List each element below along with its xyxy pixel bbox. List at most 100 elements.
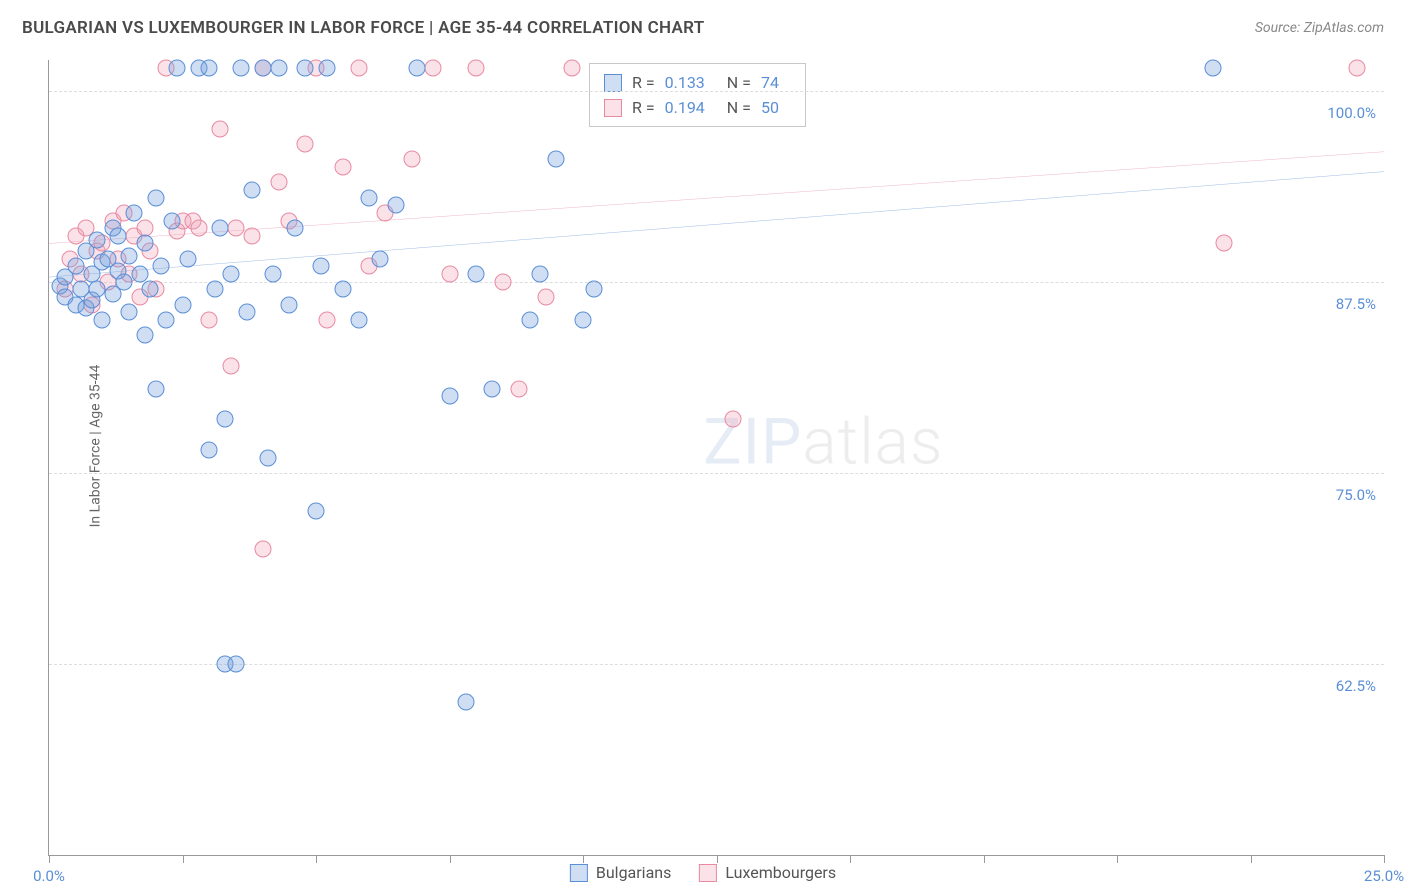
legend-correlation: R = 0.133 N = 74 R = 0.194 N = 50: [589, 63, 806, 127]
data-point-blue: [388, 197, 405, 214]
data-point-pink: [318, 311, 335, 328]
data-point-blue: [313, 258, 330, 275]
data-point-pink: [468, 59, 485, 76]
data-point-blue: [121, 247, 138, 264]
data-point-blue: [163, 212, 180, 229]
data-point-pink: [1349, 59, 1366, 76]
data-point-blue: [217, 411, 234, 428]
data-point-blue: [270, 59, 287, 76]
n-value-blue: 74: [761, 73, 779, 92]
x-tick: [850, 855, 851, 863]
r-value-pink: 0.194: [665, 98, 705, 117]
trend-lines: [49, 60, 1384, 855]
data-point-blue: [259, 449, 276, 466]
data-point-blue: [158, 311, 175, 328]
x-tick: [1384, 855, 1385, 863]
legend-row-pink: R = 0.194 N = 50: [604, 95, 791, 120]
data-point-blue: [281, 296, 298, 313]
data-point-pink: [425, 59, 442, 76]
data-point-blue: [89, 232, 106, 249]
data-point-pink: [211, 120, 228, 137]
data-point-pink: [222, 357, 239, 374]
data-point-blue: [142, 281, 159, 298]
gridline-h: [49, 282, 1384, 283]
data-point-pink: [564, 59, 581, 76]
x-tick: [1251, 855, 1252, 863]
data-point-pink: [297, 136, 314, 153]
r-value-blue: 0.133: [665, 73, 705, 92]
data-point-blue: [318, 59, 335, 76]
data-point-blue: [441, 388, 458, 405]
watermark-zip: ZIP: [703, 404, 802, 479]
legend-series: Bulgarians Luxembourgers: [570, 863, 836, 882]
data-point-blue: [206, 281, 223, 298]
legend-label-luxembourgers: Luxembourgers: [725, 863, 836, 882]
data-point-blue: [308, 503, 325, 520]
data-point-blue: [153, 258, 170, 275]
data-point-blue: [265, 266, 282, 283]
chart-header: BULGARIAN VS LUXEMBOURGER IN LABOR FORCE…: [0, 0, 1406, 50]
data-point-blue: [1205, 59, 1222, 76]
gridline-h: [49, 473, 1384, 474]
data-point-pink: [494, 273, 511, 290]
data-point-blue: [233, 59, 250, 76]
x-tick: [1117, 855, 1118, 863]
data-point-blue: [201, 59, 218, 76]
data-point-blue: [238, 304, 255, 321]
y-tick-label: 87.5%: [1336, 295, 1376, 313]
x-tick: [316, 855, 317, 863]
chart-title: BULGARIAN VS LUXEMBOURGER IN LABOR FORCE…: [22, 18, 705, 38]
data-point-blue: [548, 151, 565, 168]
x-tick-label: 25.0%: [1364, 867, 1404, 885]
y-tick-label: 62.5%: [1336, 677, 1376, 695]
data-point-pink: [190, 220, 207, 237]
legend-swatch-pink: [604, 99, 622, 117]
x-tick-label: 0.0%: [33, 867, 65, 885]
data-point-blue: [286, 220, 303, 237]
data-point-pink: [441, 266, 458, 283]
data-point-blue: [254, 59, 271, 76]
chart-frame: ZIPatlas R = 0.133 N = 74 R = 0.194 N = …: [48, 60, 1384, 856]
data-point-blue: [468, 266, 485, 283]
data-point-blue: [457, 694, 474, 711]
data-point-blue: [126, 204, 143, 221]
data-point-blue: [521, 311, 538, 328]
r-label: R =: [632, 98, 655, 117]
data-point-blue: [372, 250, 389, 267]
y-tick-label: 100.0%: [1327, 104, 1376, 122]
r-label: R =: [632, 73, 655, 92]
x-tick: [49, 855, 50, 863]
data-point-pink: [350, 59, 367, 76]
data-point-blue: [131, 266, 148, 283]
data-point-pink: [537, 288, 554, 305]
y-tick-label: 75.0%: [1336, 486, 1376, 504]
data-point-pink: [724, 411, 741, 428]
data-point-blue: [137, 327, 154, 344]
data-point-blue: [174, 296, 191, 313]
data-point-blue: [532, 266, 549, 283]
data-point-blue: [585, 281, 602, 298]
data-point-blue: [89, 281, 106, 298]
plot-area: ZIPatlas R = 0.133 N = 74 R = 0.194 N = …: [49, 60, 1384, 855]
n-label: N =: [727, 98, 751, 117]
gridline-h: [49, 664, 1384, 665]
x-tick: [583, 855, 584, 863]
legend-swatch-blue: [570, 864, 588, 882]
n-value-pink: 50: [761, 98, 779, 117]
data-point-blue: [222, 266, 239, 283]
data-point-blue: [115, 273, 132, 290]
data-point-pink: [201, 311, 218, 328]
x-tick: [984, 855, 985, 863]
data-point-blue: [484, 380, 501, 397]
legend-label-bulgarians: Bulgarians: [596, 863, 671, 882]
gridline-h: [49, 91, 1384, 92]
data-point-pink: [510, 380, 527, 397]
n-label: N =: [727, 73, 751, 92]
data-point-blue: [334, 281, 351, 298]
data-point-blue: [94, 311, 111, 328]
legend-swatch-pink: [699, 864, 717, 882]
data-point-blue: [201, 441, 218, 458]
x-tick: [717, 855, 718, 863]
data-point-pink: [254, 541, 271, 558]
data-point-blue: [227, 655, 244, 672]
